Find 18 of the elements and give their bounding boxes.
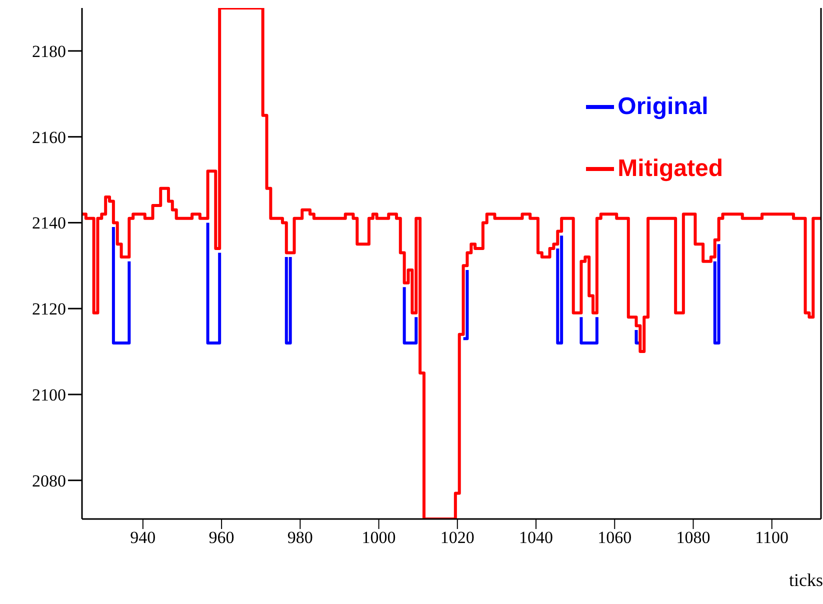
x-tick-label: 1100 <box>755 528 789 548</box>
x-tick-label: 1020 <box>440 528 474 548</box>
x-tick-label: 1000 <box>362 528 396 548</box>
x-tick-label: 1060 <box>598 528 632 548</box>
y-tick-label: 2140 <box>32 214 66 233</box>
y-tick-label: 2160 <box>32 128 66 147</box>
x-axis-title: ticks <box>789 570 823 591</box>
x-tick-label: 960 <box>208 528 234 548</box>
x-tick-label: 980 <box>287 528 313 548</box>
y-tick-label: 2180 <box>32 42 66 61</box>
y-tick-label: 2080 <box>32 471 66 490</box>
legend-label: Original <box>618 93 708 121</box>
x-tick-label: 1080 <box>676 528 710 548</box>
x-tick-label: 1040 <box>519 528 554 548</box>
y-tick-label: 2120 <box>32 300 66 319</box>
legend-label: Mitigated <box>618 155 723 183</box>
y-tick-label: 2100 <box>32 386 66 405</box>
x-tick-label: 940 <box>130 528 156 548</box>
